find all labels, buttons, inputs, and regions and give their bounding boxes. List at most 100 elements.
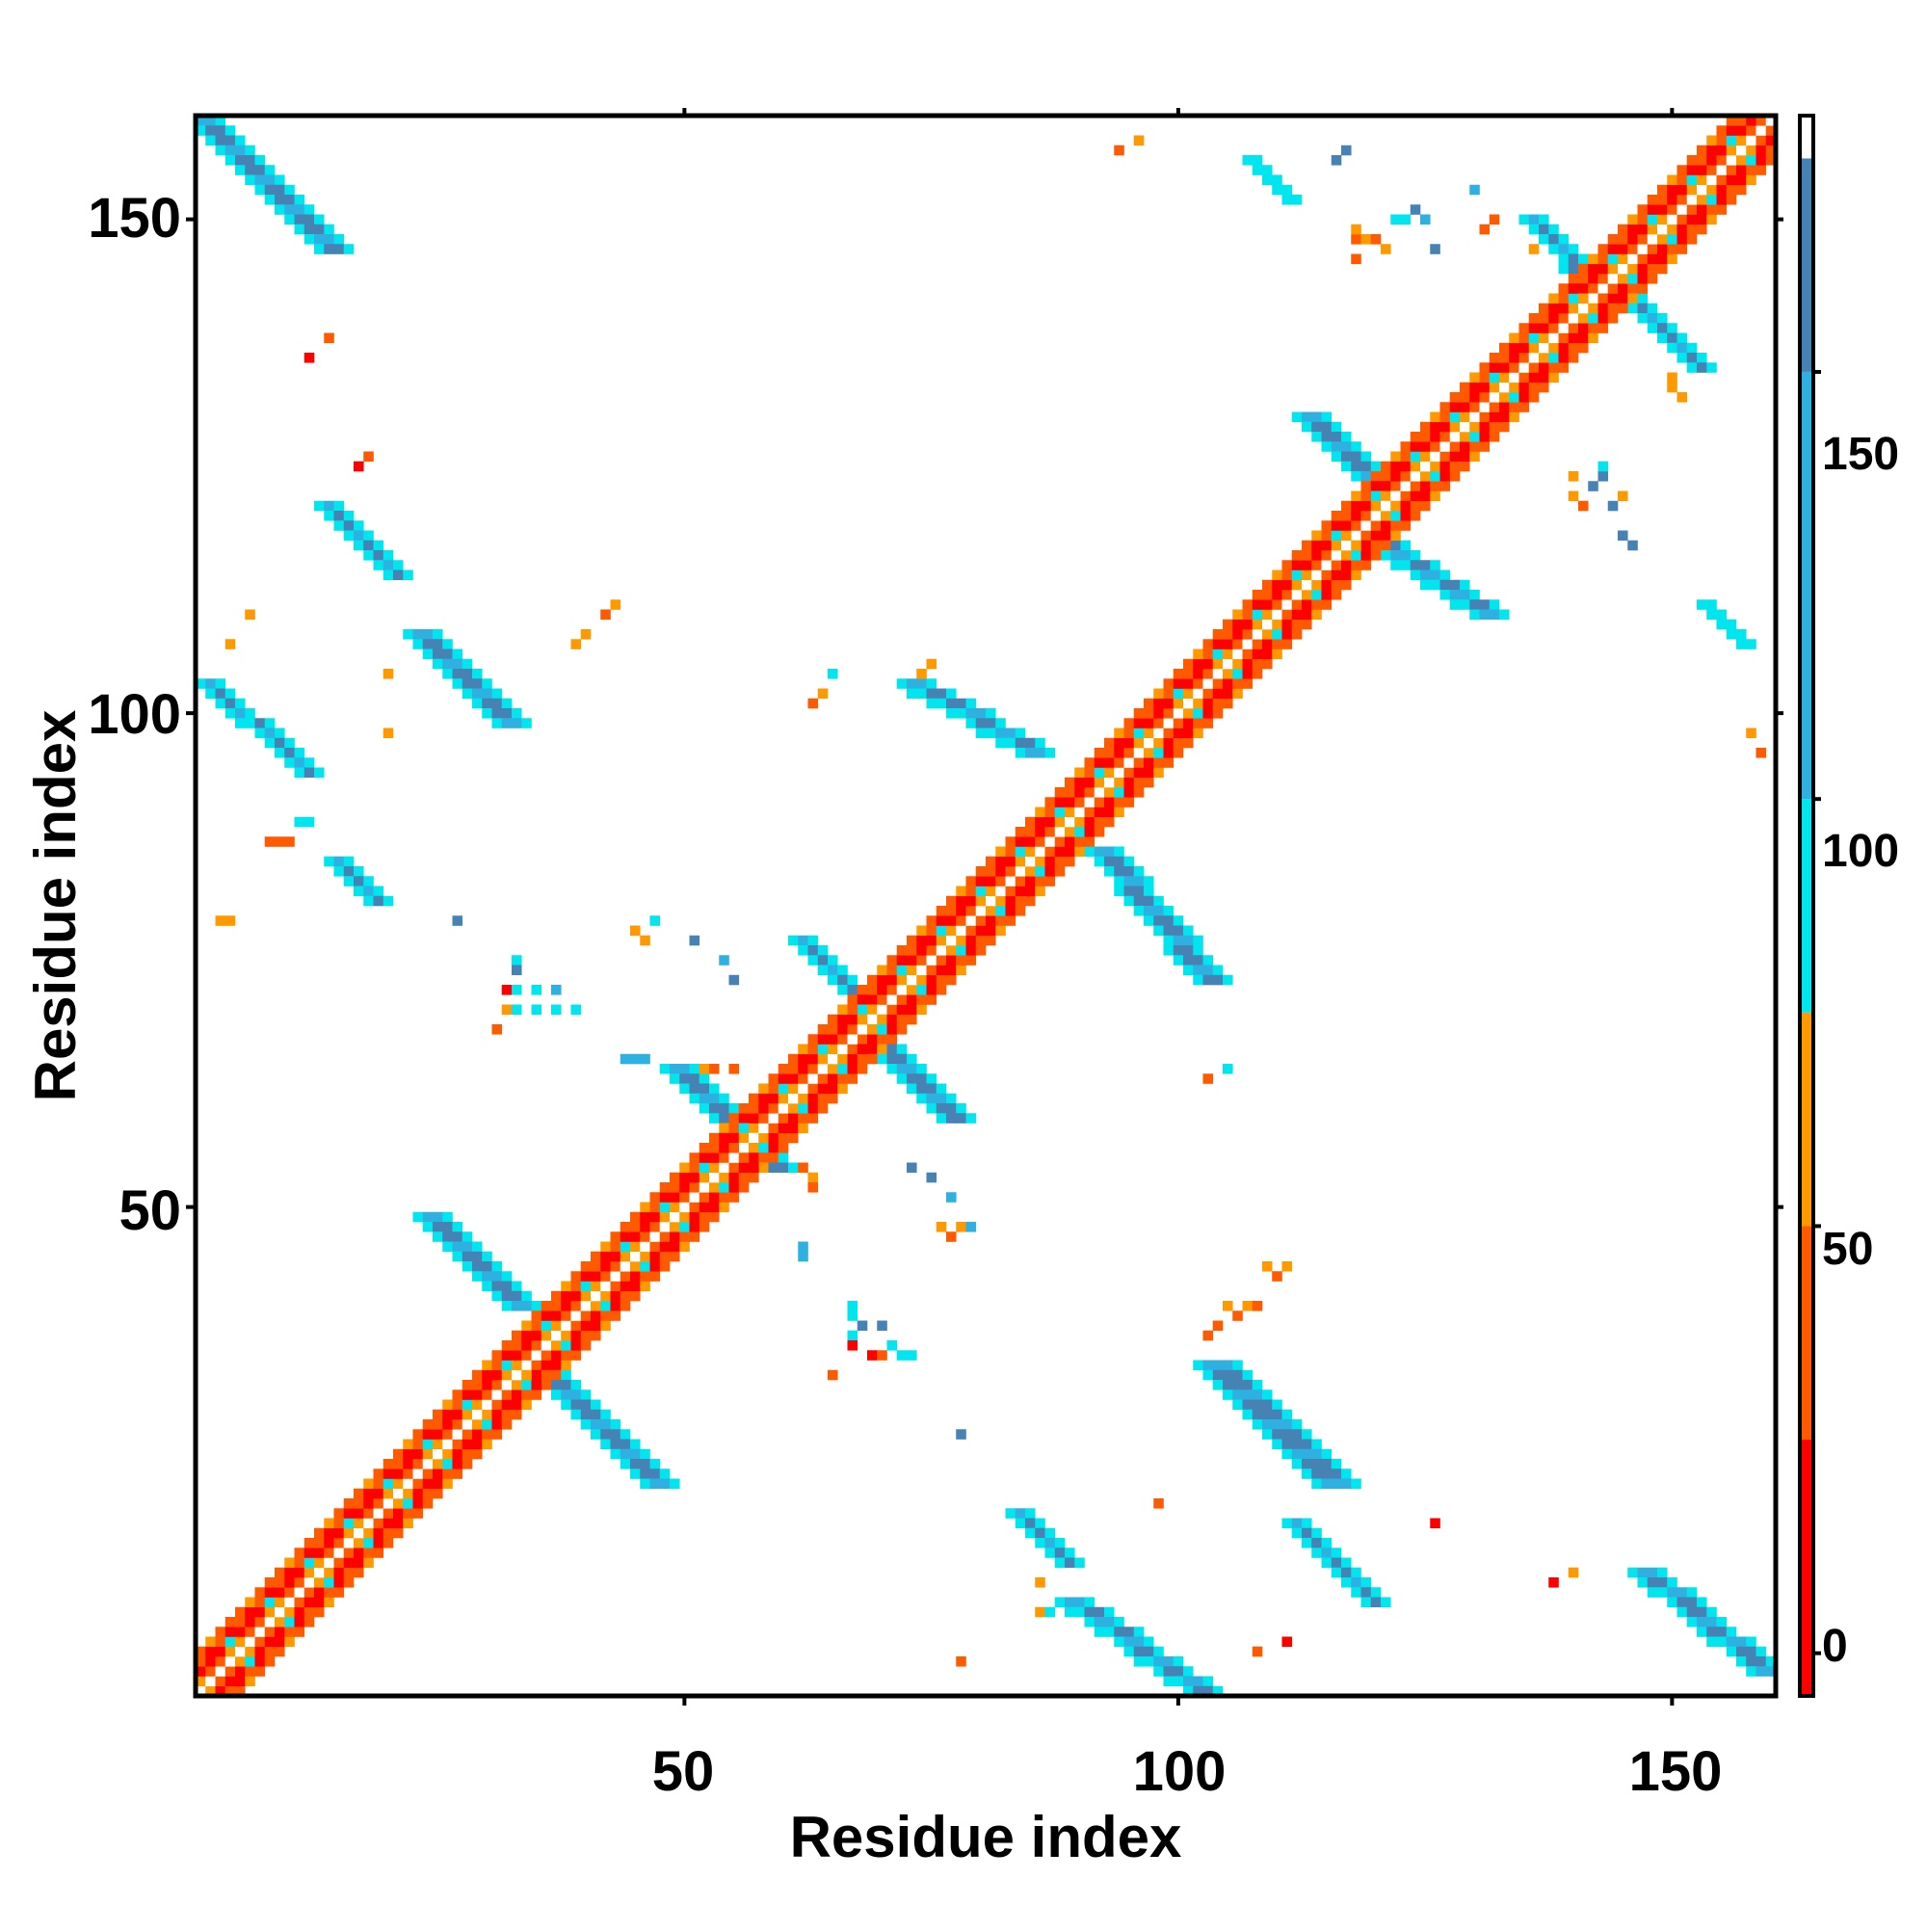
heatmap-cell — [1252, 629, 1263, 640]
heatmap-cell — [1123, 728, 1135, 739]
heatmap-cell — [1460, 421, 1470, 433]
heatmap-cell — [1193, 658, 1203, 670]
heatmap-cell — [886, 994, 898, 1005]
heatmap-cell — [1272, 1439, 1282, 1450]
heatmap-cell — [294, 204, 305, 215]
heatmap-cell — [196, 678, 206, 689]
heatmap-cell — [1311, 1448, 1322, 1460]
heatmap-cell — [670, 1231, 680, 1242]
heatmap-cell — [1272, 1429, 1282, 1440]
heatmap-cell — [798, 1093, 808, 1104]
heatmap-cell — [1439, 421, 1451, 433]
heatmap-cell — [1183, 669, 1194, 679]
heatmap-cell — [205, 1685, 216, 1697]
heatmap-cell — [1144, 737, 1154, 749]
heatmap-cell — [956, 945, 966, 956]
heatmap-cell — [1657, 332, 1668, 344]
heatmap-cell — [847, 1034, 858, 1045]
heatmap-cell — [1716, 1636, 1728, 1648]
heatmap-cell — [1370, 540, 1382, 551]
heatmap-cell — [1262, 658, 1273, 670]
heatmap-cell — [501, 1340, 513, 1351]
heatmap-cell — [1281, 639, 1293, 649]
heatmap-cell — [1291, 195, 1303, 205]
heatmap-cell — [462, 1429, 473, 1440]
heatmap-cell — [433, 1448, 443, 1460]
heatmap-cell — [412, 1439, 424, 1450]
heatmap-cell — [817, 955, 829, 966]
heatmap-cell — [521, 718, 532, 728]
heatmap-cell — [1410, 560, 1421, 570]
heatmap-cell — [1439, 569, 1451, 581]
heatmap-cell — [275, 1617, 285, 1628]
heatmap-cell — [1647, 244, 1658, 254]
heatmap-cell — [1183, 965, 1194, 976]
heatmap-cell — [373, 1518, 384, 1529]
heatmap-cell — [1765, 1666, 1777, 1677]
heatmap-cell — [1173, 698, 1184, 709]
heatmap-cell — [1065, 797, 1075, 807]
heatmap-cell — [1370, 1597, 1382, 1608]
heatmap-cell — [1439, 579, 1451, 591]
heatmap-cell — [709, 1182, 720, 1193]
heatmap-cell — [659, 1064, 671, 1074]
heatmap-cell — [1390, 530, 1401, 542]
heatmap-cell — [1084, 797, 1095, 807]
heatmap-cell — [778, 1093, 789, 1104]
heatmap-cell — [877, 974, 887, 986]
heatmap-cell — [1104, 1606, 1115, 1618]
heatmap-cell — [1015, 748, 1026, 758]
heatmap-cell — [1489, 214, 1500, 225]
heatmap-cell — [275, 1567, 285, 1578]
heatmap-cell — [580, 1389, 592, 1400]
heatmap-cell — [926, 1093, 937, 1104]
heatmap-cell — [709, 1211, 720, 1223]
heatmap-cell — [1104, 748, 1115, 758]
heatmap-cell — [1133, 135, 1145, 146]
heatmap-cell — [294, 224, 305, 235]
heatmap-cell — [294, 1548, 305, 1558]
heatmap-cell — [1212, 698, 1224, 709]
heatmap-cell — [1302, 619, 1312, 630]
heatmap-cell — [1311, 1439, 1322, 1450]
heatmap-cell — [570, 1301, 582, 1311]
heatmap-cell — [224, 698, 236, 709]
heatmap-cell — [610, 1419, 621, 1430]
heatmap-cell — [1558, 244, 1570, 254]
heatmap-cell — [1341, 569, 1352, 581]
heatmap-cell — [956, 1222, 966, 1232]
heatmap-cell — [1015, 846, 1026, 858]
heatmap-cell — [817, 1083, 829, 1095]
heatmap-cell — [1173, 1666, 1184, 1677]
heatmap-cell — [975, 886, 987, 897]
heatmap-cell — [491, 1290, 503, 1302]
heatmap-cell — [1390, 511, 1401, 521]
heatmap-cell — [1212, 1380, 1224, 1390]
heatmap-cell — [1044, 797, 1056, 807]
heatmap-cell — [215, 135, 226, 146]
heatmap-cell — [482, 1399, 492, 1411]
heatmap-cell — [986, 876, 996, 887]
heatmap-cell — [1232, 629, 1243, 640]
heatmap-cell — [1074, 787, 1085, 798]
heatmap-cell — [1173, 945, 1184, 956]
heatmap-cell — [1044, 1606, 1056, 1618]
heatmap-cell — [205, 1656, 216, 1667]
heatmap-cell — [719, 1103, 729, 1114]
heatmap-cell — [1627, 293, 1638, 304]
heatmap-cell — [1025, 737, 1036, 749]
heatmap-cell — [1647, 1577, 1658, 1588]
heatmap-cell — [828, 1064, 838, 1074]
heatmap-cell — [1539, 303, 1549, 314]
heatmap-cell — [1163, 1666, 1175, 1677]
heatmap-cell — [709, 1093, 720, 1104]
heatmap-cell — [1676, 184, 1688, 196]
heatmap-cell — [1439, 471, 1451, 482]
heatmap-cell — [1706, 1627, 1717, 1637]
heatmap-cell — [1726, 629, 1737, 640]
heatmap-cell — [324, 1518, 334, 1529]
heatmap-cell — [1202, 718, 1214, 728]
heatmap-cell — [689, 1064, 700, 1074]
heatmap-cell — [324, 1538, 334, 1548]
heatmap-cell — [324, 234, 334, 245]
